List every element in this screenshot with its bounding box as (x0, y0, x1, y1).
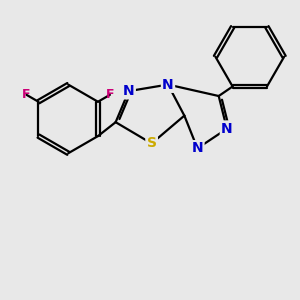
Text: N: N (192, 141, 203, 155)
Text: S: S (147, 136, 157, 151)
Text: N: N (162, 78, 174, 92)
Text: F: F (22, 88, 31, 101)
Text: F: F (106, 88, 114, 101)
Text: N: N (221, 122, 233, 136)
Text: N: N (123, 84, 134, 98)
